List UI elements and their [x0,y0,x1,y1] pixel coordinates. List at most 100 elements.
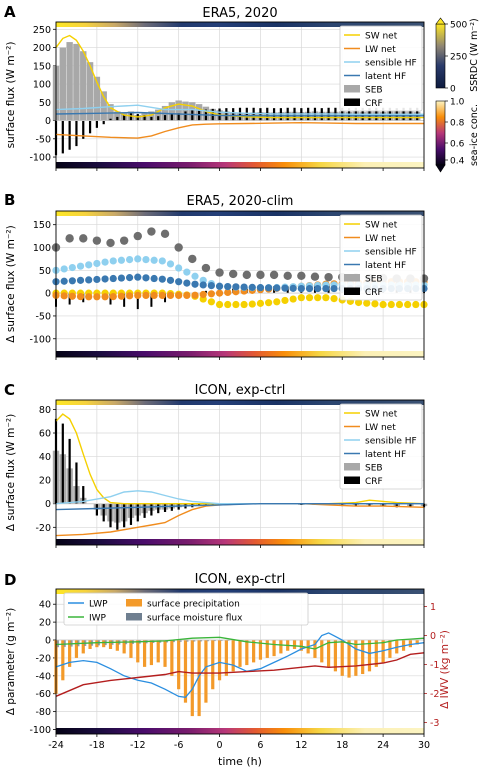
series-line-lw-net [55,503,425,537]
legend-label-seb: SEB [365,274,383,284]
series-marker-lw-net [224,288,232,297]
precipitation-bar [231,640,235,672]
series-marker-latent-hf [60,277,68,285]
y-tick-label: 40 [39,600,51,611]
series-marker-sensible-hf [134,255,142,263]
precipitation-bar [408,640,412,648]
seb-marker [201,263,211,273]
y-tick-label: -50 [35,134,51,145]
right-y-tick-label: 1 [430,602,436,613]
series-marker-latent-hf [273,284,281,292]
precipitation-bar [333,640,338,672]
series-marker-sensible-hf [166,260,175,268]
series-marker-sw-net [281,296,289,305]
series-marker-lw-net [166,291,175,300]
series-marker-sw-net [371,300,379,308]
moisture-flux-bar [63,640,66,647]
series-marker-sw-net [248,300,256,308]
x-tick-label: 0 [217,740,223,751]
crf-bar [157,503,160,514]
ssrdc-colorbar-extend [435,17,446,25]
y-tick-label: -20 [35,653,51,664]
series-marker-sw-net [314,294,322,302]
seb-bar [93,76,101,121]
legend-label-lw-net: LW net [365,45,396,55]
legend-label-lwp: LWP [89,599,108,609]
moisture-flux-bar [57,640,59,648]
precipitation-bar [415,640,419,645]
seb-bar [59,47,67,121]
series-marker-sw-net [322,294,330,302]
precipitation-bar [81,640,85,654]
series-marker-sw-net [256,299,265,307]
series-line-lwp [55,632,425,698]
series-marker-latent-hf [166,276,175,284]
precipitation-bar [354,640,358,676]
legend: SW net LW net sensible HF latent HF SEB CRF [339,25,423,112]
moisture-flux-bar [206,640,209,642]
series-marker-latent-hf [224,282,232,291]
series-marker-sensible-hf [68,263,76,272]
panel-a: A ERA5, 2020 250 200 150 100 50 0 -50 -100 surface… [4,3,425,171]
seb-bar [182,101,189,121]
precipitation-bar [197,640,201,717]
panel-b: B ERA5, 2020-clim 150 100 50 0 -50 -100 Δ surfac… [4,191,429,360]
seb-marker [106,238,115,248]
right-y-axis-label: Δ IWV (kg m⁻²) [439,630,451,709]
y-tick-label: 0 [45,499,51,510]
y-tick-label: 200 [33,43,51,54]
y-tick-label: 80 [39,405,51,416]
sea-ice-strip [56,539,424,545]
crf-bar [102,503,105,522]
y-axis-label: Δ parameter (g m⁻²) [5,608,17,715]
right-y-tick-label: 0 [430,631,436,642]
precipitation-bar [265,640,269,658]
series-marker-lw-net [117,292,126,300]
moisture-flux-bar [172,640,175,643]
series-marker-latent-hf [207,281,215,290]
precipitation-bar [299,640,303,651]
precipitation-bar [149,640,154,666]
series-marker-lw-net [158,291,166,300]
y-tick-label: 100 [33,80,51,91]
crf-bar [150,503,153,516]
y-tick-label: 50 [39,98,51,109]
precipitation-bar [74,640,79,658]
crf-bar [354,503,357,507]
legend-swatch-seb [344,274,360,282]
seb-marker [256,270,265,280]
crf-bar [68,438,71,504]
seb-bar [155,109,162,121]
series-marker-sensible-hf [183,268,191,276]
crf-bar [102,120,105,125]
series-marker-sw-net [240,300,248,309]
legend-swatch-crf [344,98,360,106]
legend-label-sensible-hf: sensible HF [365,436,417,446]
crf-bar [143,115,146,121]
precipitation-bar [142,640,147,667]
crf-bar [170,503,173,511]
series-marker-sw-net [395,300,404,309]
precipitation-bar [292,640,297,649]
series-marker-latent-hf [232,283,240,291]
seb-bar [168,102,176,121]
series-marker-sw-net [354,298,363,307]
panel-letter: C [4,381,15,399]
series-marker-lw-net [150,291,158,300]
seb-bar [175,100,182,121]
legend-swatch-surface-moisture-flux [126,613,142,621]
y-tick-label: 0 [45,289,51,300]
legend-label-sw-net: SW net [365,220,398,230]
series-marker-sensible-hf [76,262,85,270]
precipitation-bar [238,640,242,667]
seb-marker [215,268,224,277]
ssrdc-colorbar [435,23,446,89]
precipitation-bar [258,640,263,660]
crf-bar [123,503,126,528]
sea-ice-colorbar-tick-label: 0.6 [450,140,465,150]
series-marker-lw-net [191,291,199,299]
crf-bar [82,120,85,139]
x-tick-label: 18 [336,740,348,751]
panel-c: C ICON, exp-ctrl 80 60 40 20 0 -20 Δ surface flu… [4,381,428,548]
